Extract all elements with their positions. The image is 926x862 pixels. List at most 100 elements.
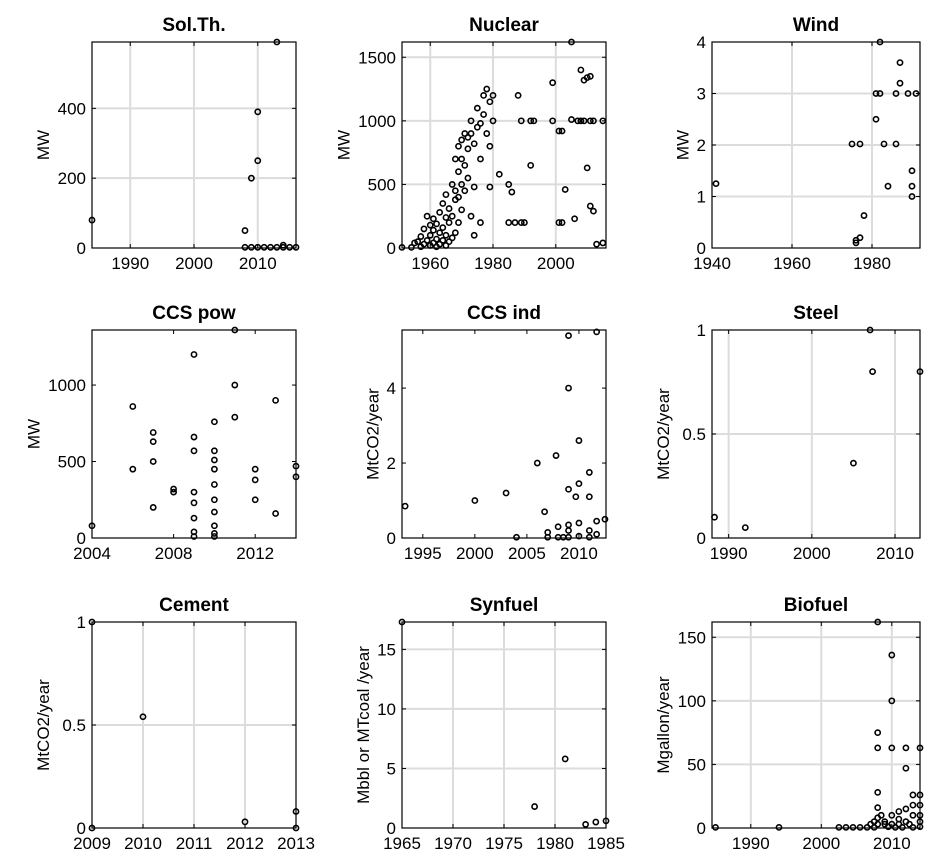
data-point [712,180,720,188]
data-point [439,200,447,207]
data-point [426,221,434,229]
x-tick-label: 1965 [383,834,421,853]
x-tick-label: 2012 [226,834,264,853]
data-point [593,530,601,538]
subplot-5: 1995 2000 2005 2010 0 2 4 CCS ind MtCO2/year [363,303,609,563]
data-point [593,328,601,336]
subplot-title: Cement [159,595,229,616]
subplot-2: 1960 1980 2000 0 500 1000 1500 Nuclear MW [335,15,607,273]
data-point [908,193,916,200]
data-point [251,496,259,504]
y-tick-label: 500 [368,175,396,194]
data-point [436,229,444,237]
data-point [549,79,557,87]
data-point [517,117,525,125]
data-point [426,231,434,239]
data-point [602,817,610,825]
data-point [414,238,422,246]
data-point [480,92,487,99]
data-point [842,823,850,831]
data-point [888,744,896,752]
x-tick-label: 2012 [236,544,274,563]
data-point [909,791,917,799]
data-point [571,215,579,223]
subplot-6: 1990 2000 2010 0 0.5 1 Steel MtCO2/year [654,303,924,563]
data-point [477,219,484,226]
x-tick-label: 2010 [560,544,598,563]
y-tick-label: 1 [77,613,86,632]
data-point [470,231,478,239]
data-point [408,243,415,251]
data-point [514,92,522,99]
data-point [210,522,218,530]
data-point [583,74,591,82]
data-point [884,182,892,190]
y-axis-label: Mgallon/year [654,676,673,774]
data-point [711,513,718,521]
y-tick-label: 2 [697,136,706,155]
data-point [88,216,96,224]
data-point [874,618,882,626]
data-point [916,744,924,752]
data-point [533,459,541,467]
data-point [210,465,218,473]
y-tick-label: 0 [387,239,396,258]
data-point [458,206,466,214]
data-point [251,465,259,473]
data-point [896,79,904,87]
data-point [872,90,880,97]
data-point [292,824,300,832]
data-point [442,191,450,198]
data-point [467,212,475,220]
y-tick-label: 0 [697,819,706,838]
y-tick-label: 0 [387,819,396,838]
data-point [852,239,860,247]
data-point [254,108,262,116]
data-point [417,233,425,240]
data-point [549,117,557,125]
data-point [210,418,218,426]
x-tick-label: 1980 [474,254,512,273]
axes-box [401,41,607,249]
data-point [593,517,601,525]
data-point [565,332,572,340]
data-point [458,181,466,188]
y-tick-label: 0 [387,529,396,548]
x-tick-label: 1960 [773,254,811,273]
data-point [568,116,575,123]
data-point [292,808,300,815]
data-point [190,514,198,522]
data-point [583,164,591,172]
data-point [190,447,198,455]
data-point [856,140,864,148]
data-point [835,823,843,831]
data-point [423,212,431,220]
data-point [231,381,239,389]
data-point [439,236,447,244]
x-tick-label: 2000 [537,254,575,273]
x-tick-label: 2000 [456,544,494,563]
data-point [483,130,491,137]
axes-box [401,329,607,539]
data-point [210,533,218,540]
subplot-4: 2004 2008 2012 0 500 1000 CCS pow MW [25,303,300,563]
y-tick-label: 50 [687,755,706,774]
data-point [455,142,462,150]
subplot-7: 2009 2010 2011 2012 2013 0 0.5 1 Cement MtCO2/yea… [34,595,315,853]
data-point [880,140,888,148]
data-point [190,533,198,540]
data-point [912,90,920,97]
data-point [210,508,218,516]
data-point [445,205,453,212]
data-point [577,66,585,74]
subplot-3: 1940 1960 1980 0 1 2 3 4 Wind MW [673,15,921,273]
data-point [527,117,535,125]
data-point [517,219,525,226]
y-tick-label: 500 [58,453,86,472]
data-point [439,224,447,232]
subplot-title: CCS ind [467,303,541,324]
data-point [273,38,281,46]
x-tick-label: 2004 [73,544,111,563]
data-point [916,823,924,831]
data-point [888,651,896,659]
